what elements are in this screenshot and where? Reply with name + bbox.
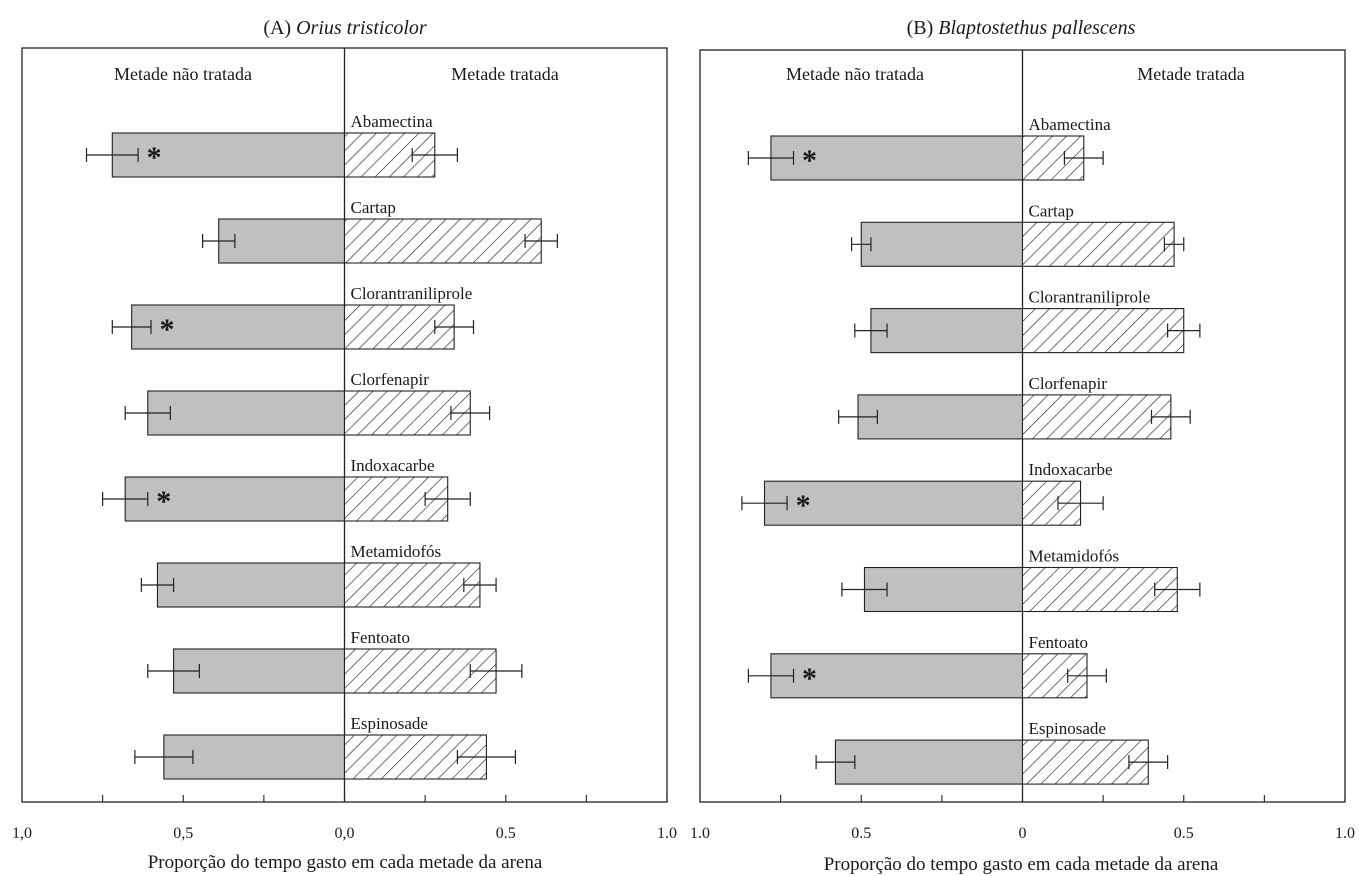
category-label: Clorantraniliprole	[351, 284, 473, 303]
panel-b-marks: Abamectina * Cartap Clorantraniliprole Clorf…	[699, 49, 1346, 803]
bar-untreated	[163, 734, 346, 780]
category-label: Cartap	[351, 198, 396, 217]
bar-untreated	[863, 566, 1024, 613]
bar-untreated	[857, 394, 1024, 440]
x-tick-label: 0,0	[335, 825, 355, 842]
category-label: Abamectina	[351, 112, 434, 131]
panel-a-left-header: Metade não tratada	[114, 64, 252, 84]
panel-b-x-axis-label: Proporção do tempo gasto em cada metade …	[824, 854, 1219, 875]
significance-asterisk: *	[802, 662, 817, 695]
category-label: Abamectina	[1029, 115, 1112, 134]
category-label: Clorfenapir	[351, 370, 430, 389]
panel-b: (B) Blaptostethus pallescens Metade não …	[690, 17, 1355, 875]
bar-untreated	[834, 739, 1024, 785]
significance-asterisk: *	[796, 489, 811, 522]
category-label: Fentoato	[351, 628, 411, 647]
category-label: Metamidofós	[351, 542, 442, 561]
bar-untreated	[218, 218, 346, 264]
panel-a-title: (A) Orius tristicolor	[263, 17, 427, 39]
bar-untreated	[156, 562, 346, 608]
x-tick-label: 0	[1019, 825, 1027, 842]
bar-treated	[1021, 308, 1185, 354]
x-tick-label: 1.0	[1335, 825, 1355, 842]
bar-treated	[343, 218, 542, 264]
category-label: Metamidofós	[1029, 547, 1120, 566]
category-label: Espinosade	[351, 714, 428, 733]
category-label: Indoxacarbe	[351, 456, 435, 475]
category-label: Espinosade	[1029, 719, 1106, 738]
bar-treated	[1021, 394, 1172, 440]
significance-asterisk: *	[160, 313, 175, 346]
bar-untreated	[870, 308, 1024, 354]
category-label: Clorfenapir	[1029, 374, 1108, 393]
x-tick-label: 0.5	[1174, 825, 1194, 842]
bar-treated	[1021, 739, 1149, 785]
bar-untreated	[860, 221, 1024, 267]
bar-untreated	[147, 390, 346, 436]
bar-untreated	[763, 480, 1024, 526]
x-tick-label: 1.0	[690, 825, 710, 842]
significance-asterisk: *	[147, 141, 162, 174]
category-label: Clorantraniliprole	[1029, 288, 1151, 307]
x-tick-label: 1,0	[12, 825, 32, 842]
x-tick-label: 0.5	[496, 825, 516, 842]
x-tick-label: 0.5	[851, 825, 871, 842]
panel-a: (A) Orius tristicolor Metade não tratada…	[12, 17, 677, 873]
panel-a-x-axis-label: Proporção do tempo gasto em cada metade …	[148, 852, 543, 873]
panel-a-marks: Abamectina * Cartap Clorantraniliprole * Clor…	[21, 47, 668, 803]
bar-treated	[343, 562, 481, 608]
x-tick-label: 0,5	[173, 825, 193, 842]
panel-b-right-header: Metade tratada	[1137, 64, 1244, 84]
bar-treated	[343, 390, 471, 436]
panel-b-left-header: Metade não tratada	[786, 64, 924, 84]
significance-asterisk: *	[802, 144, 817, 177]
category-label: Indoxacarbe	[1029, 460, 1113, 479]
panel-b-ticks: 1.0 0.5 0 0.5 1.0	[690, 795, 1355, 842]
bar-treated	[1021, 221, 1175, 267]
category-label: Cartap	[1029, 201, 1074, 220]
bar-treated	[1021, 566, 1178, 613]
significance-asterisk: *	[156, 485, 171, 518]
bar-untreated	[124, 476, 346, 522]
x-tick-label: 1.0	[657, 825, 677, 842]
panel-b-title: (B) Blaptostethus pallescens	[907, 17, 1136, 39]
panel-a-ticks: 1,0 0,5 0,0 0.5 1.0	[12, 795, 677, 842]
bar-untreated	[770, 135, 1024, 181]
bar-untreated	[173, 648, 346, 694]
panel-a-right-header: Metade tratada	[451, 64, 558, 84]
category-label: Fentoato	[1029, 633, 1089, 652]
